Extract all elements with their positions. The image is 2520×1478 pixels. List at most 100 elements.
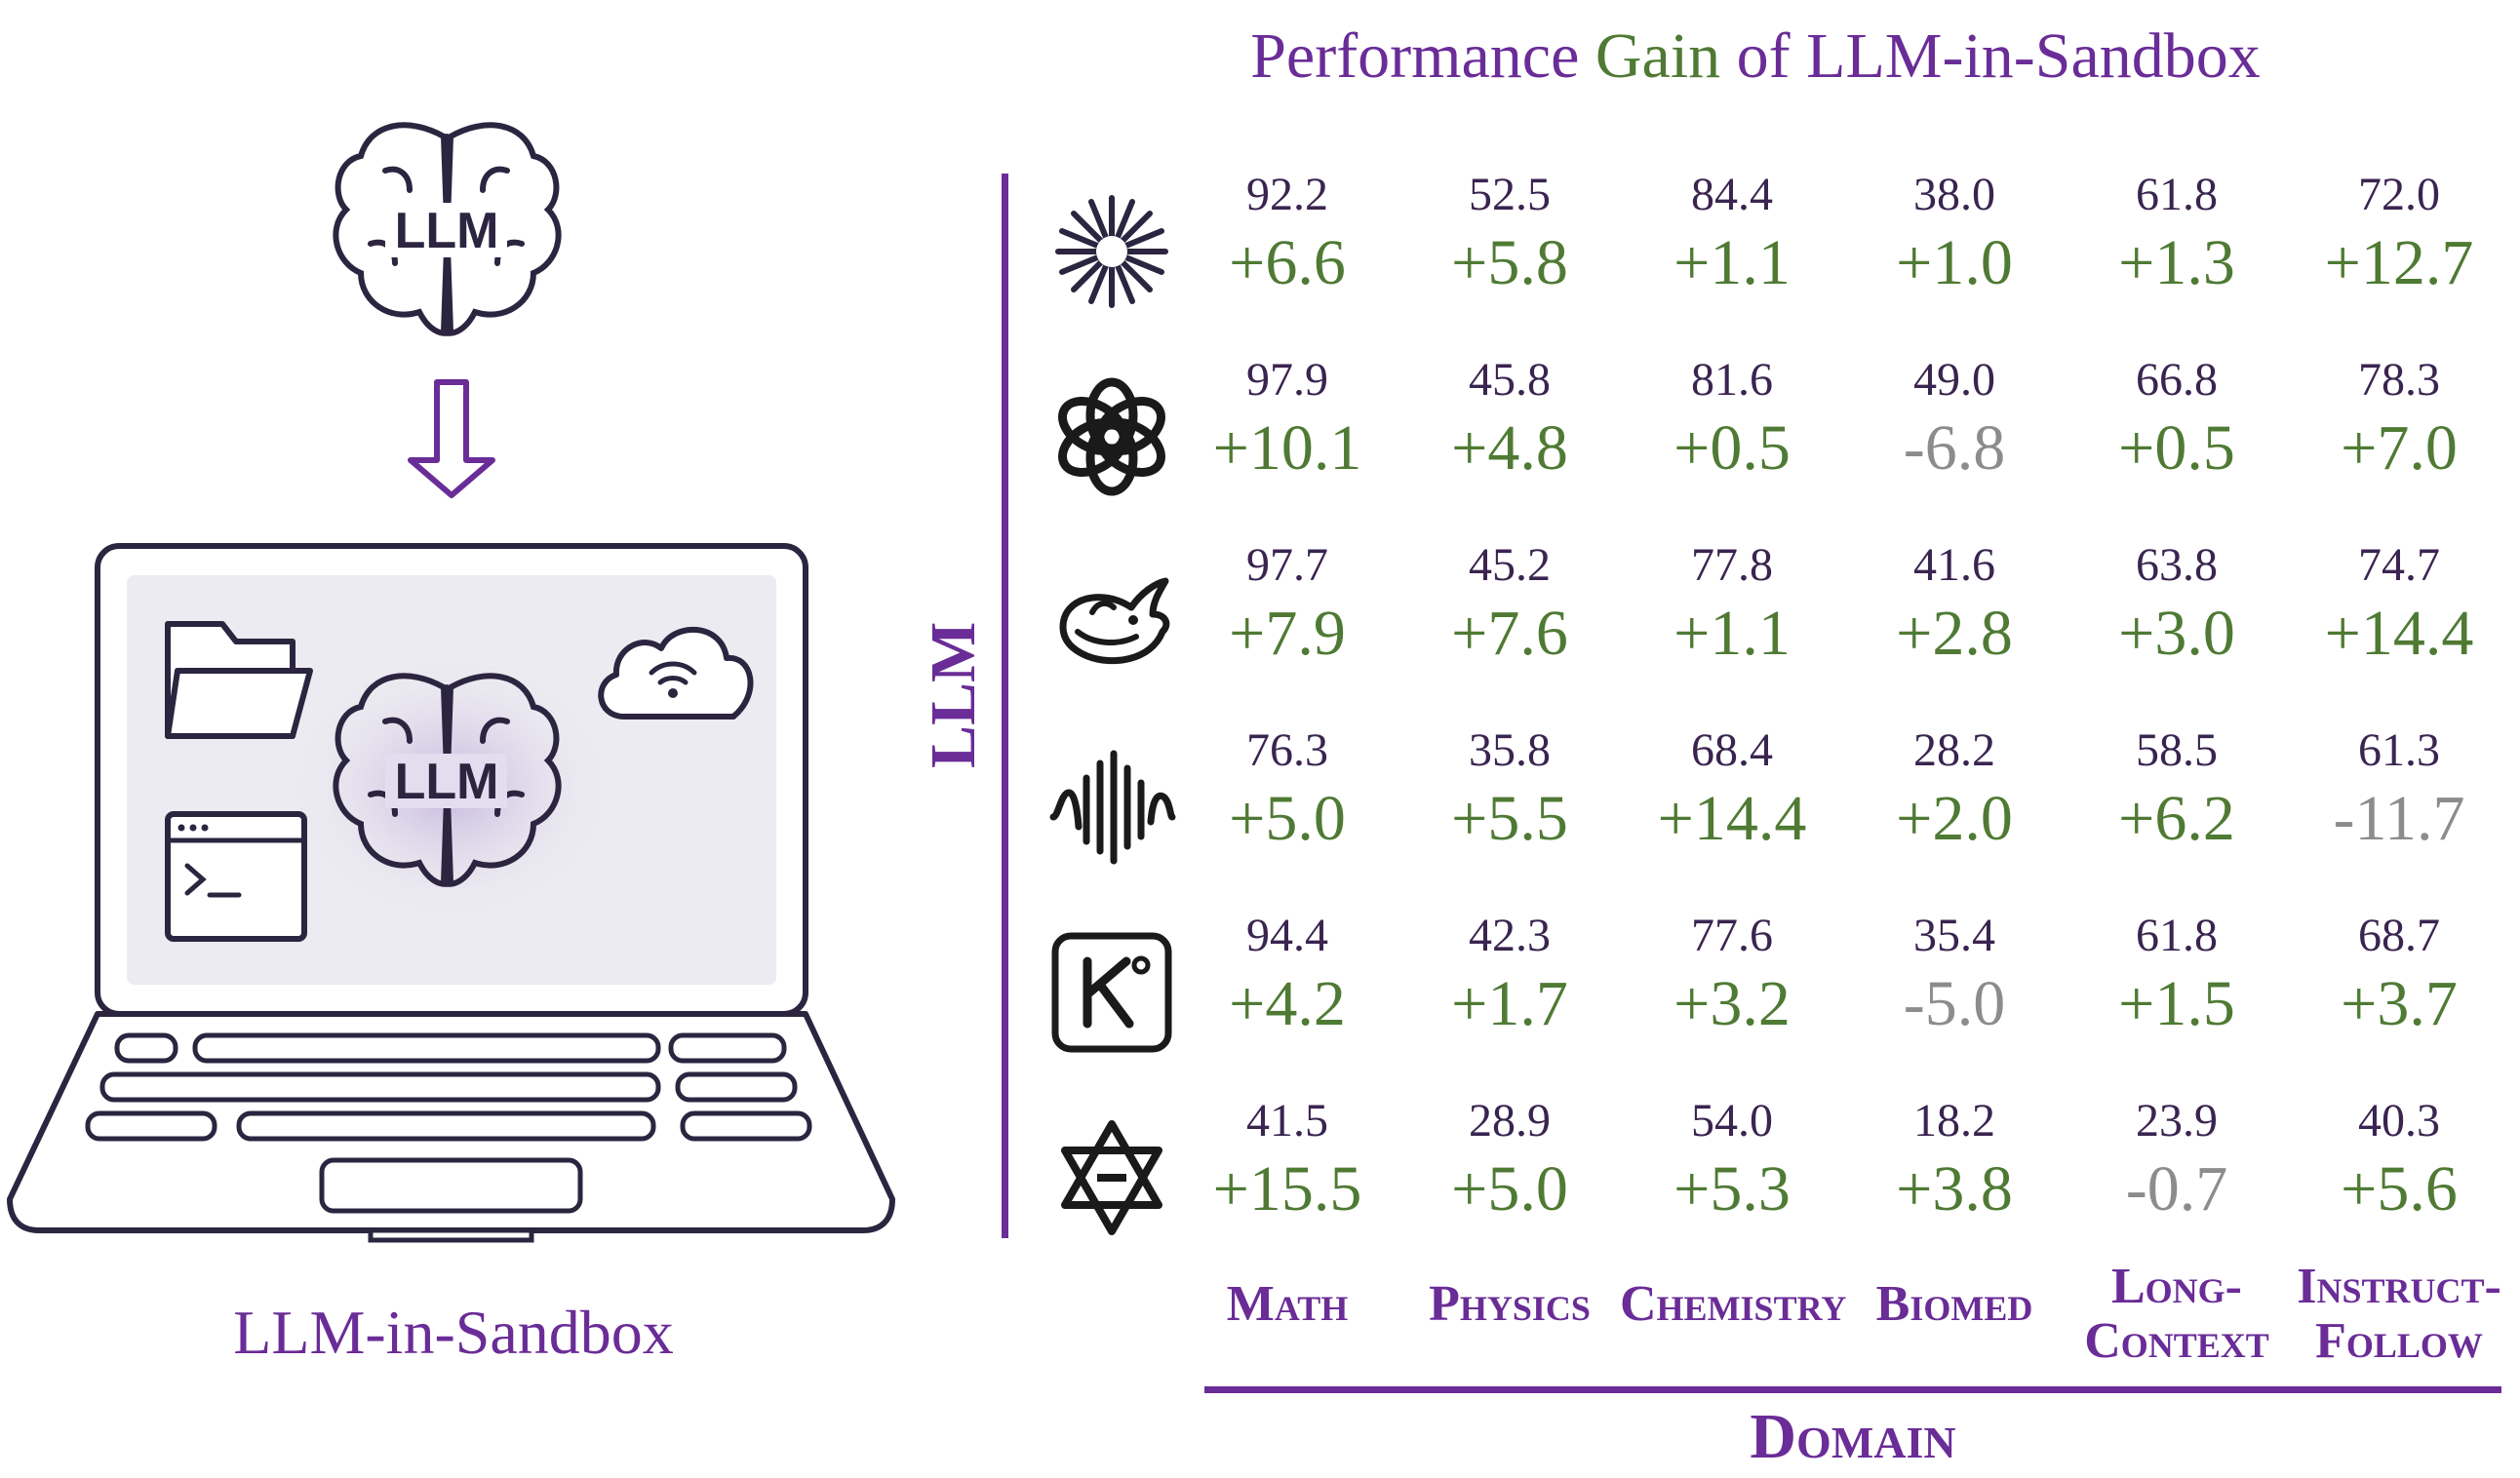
title-part-rest: of LLM-in-Sandbox: [1736, 20, 2261, 92]
gain-value: -11.7: [2333, 783, 2465, 854]
base-score: 97.7: [1246, 539, 1328, 591]
gain-value: +7.6: [1451, 598, 1568, 669]
terminal-icon: [165, 811, 307, 942]
gain-value: +7.9: [1229, 598, 1346, 669]
model-row: 97.7 +7.9 45.2 +7.6 77.8 +1.1 41.6 +2.8 63.8 +3.0…: [1034, 539, 2516, 729]
base-score: 77.6: [1691, 910, 1773, 961]
down-arrow-icon: [408, 379, 495, 498]
base-score: 18.2: [1913, 1095, 1995, 1147]
domain-label: Biomed: [1842, 1277, 2067, 1332]
gain-value: +15.5: [1212, 1153, 1362, 1225]
base-score: 78.3: [2358, 354, 2440, 406]
model-row: 92.2 +6.6 52.5 +5.8 84.4 +1.1 38.0 +1.0 61.8 +1.3…: [1034, 169, 2516, 359]
openai-logo-icon: [1058, 377, 1165, 496]
gain-value: +2.0: [1896, 783, 2013, 854]
base-score: 61.3: [2358, 724, 2440, 776]
model-row: 97.9 +10.1 45.8 +4.8 81.6 +0.5 49.0 -6.8 66.8 +0.…: [1034, 354, 2516, 544]
domain-label: Instruct- Follow: [2287, 1260, 2511, 1369]
domain-label: Math: [1175, 1277, 1399, 1332]
gain-value: +1.5: [2118, 968, 2235, 1039]
gain-value: +5.0: [1451, 1153, 1568, 1225]
base-score: 45.8: [1469, 354, 1551, 406]
brain-text-top: LLM: [395, 203, 499, 259]
gain-value: +14.4: [1657, 783, 1807, 854]
laptop-illustration: LLM: [7, 122, 895, 1243]
domain-label: Long- Context: [2065, 1260, 2289, 1369]
llm-in-sandbox-illustration: LLM: [0, 0, 936, 1478]
base-score: 23.9: [2136, 1095, 2218, 1147]
figure-title: Performance Gain of LLM-in-Sandbox: [975, 19, 2520, 94]
domain-label-line: Long-: [2110, 1259, 2242, 1314]
gain-value: +1.3: [2118, 227, 2235, 298]
base-score: 42.3: [1469, 910, 1551, 961]
base-score: 40.3: [2358, 1095, 2440, 1147]
base-score: 94.4: [1246, 910, 1328, 961]
base-score: 28.2: [1913, 724, 1995, 776]
gain-value: +7.0: [2341, 412, 2458, 484]
base-score: 66.8: [2136, 354, 2218, 406]
domain-label-line: Chemistry: [1620, 1276, 1847, 1332]
gain-value: -5.0: [1903, 968, 2006, 1039]
gain-value: +1.1: [1673, 598, 1791, 669]
base-score: 38.0: [1913, 169, 1995, 220]
base-score: 45.2: [1469, 539, 1551, 591]
k-square-logo-icon: [1051, 932, 1172, 1053]
gain-value: +3.7: [2341, 968, 2458, 1039]
base-score: 28.9: [1469, 1095, 1551, 1147]
domain-label-line: Instruct-: [2297, 1259, 2501, 1314]
gain-value: +0.5: [2118, 412, 2235, 484]
title-part-gain: Gain: [1595, 20, 1721, 92]
gain-value: +3.8: [1896, 1153, 2013, 1225]
gain-value: +5.6: [2341, 1153, 2458, 1225]
illustration-caption: LLM-in-Sandbox: [233, 1298, 674, 1367]
gain-value: +5.0: [1229, 783, 1346, 854]
base-score: 81.6: [1691, 354, 1773, 406]
base-score: 76.3: [1246, 724, 1328, 776]
base-score: 41.5: [1246, 1095, 1328, 1147]
cloud-wifi-icon: [598, 626, 754, 720]
gain-value: +1.0: [1896, 227, 2013, 298]
gain-value: +6.6: [1229, 227, 1346, 298]
gain-value: +3.0: [2118, 598, 2235, 669]
base-score: 58.5: [2136, 724, 2218, 776]
domain-label: Physics: [1398, 1277, 1622, 1332]
domain-axis-line: [1204, 1386, 2501, 1393]
base-score: 68.4: [1691, 724, 1773, 776]
gain-value: +2.8: [1896, 598, 2013, 669]
base-score: 61.8: [2136, 910, 2218, 961]
laptop-icon: [7, 543, 895, 1243]
base-score: 54.0: [1691, 1095, 1773, 1147]
gain-value: +12.7: [2324, 227, 2474, 298]
base-score: 63.8: [2136, 539, 2218, 591]
brain-text-screen: LLM: [395, 754, 499, 810]
title-part-performance: Performance: [1250, 20, 1580, 92]
base-score: 35.4: [1913, 910, 1995, 961]
starburst-logo-icon: [1055, 195, 1168, 308]
base-score: 35.8: [1469, 724, 1551, 776]
gain-value: +1.1: [1673, 227, 1791, 298]
domain-axis-label: Domain: [1750, 1401, 1956, 1472]
gain-value: +4.2: [1229, 968, 1346, 1039]
gain-value: -0.7: [2125, 1153, 2228, 1225]
model-row: 94.4 +4.2 42.3 +1.7 77.6 +3.2 35.4 -5.0 61.8 +1.5…: [1034, 910, 2516, 1100]
gain-value: +5.5: [1451, 783, 1568, 854]
gain-value: +3.2: [1673, 968, 1791, 1039]
gain-value: +14.4: [2324, 598, 2474, 669]
base-score: 92.2: [1246, 169, 1328, 220]
hexagram-logo-icon: [1061, 1120, 1162, 1235]
domain-label-line: Math: [1226, 1276, 1349, 1332]
whale-logo-icon: [1059, 577, 1170, 665]
llm-axis-line: [1002, 174, 1008, 1238]
gain-value: -6.8: [1903, 412, 2006, 484]
base-score: 72.0: [2358, 169, 2440, 220]
gain-value: +1.7: [1451, 968, 1568, 1039]
base-score: 68.7: [2358, 910, 2440, 961]
base-score: 97.9: [1246, 354, 1328, 406]
base-score: 74.7: [2358, 539, 2440, 591]
base-score: 49.0: [1913, 354, 1995, 406]
base-score: 52.5: [1469, 169, 1551, 220]
llm-axis-label: LLM: [918, 621, 989, 768]
base-score: 84.4: [1691, 169, 1773, 220]
gain-value: +4.8: [1451, 412, 1568, 484]
base-score: 61.8: [2136, 169, 2218, 220]
